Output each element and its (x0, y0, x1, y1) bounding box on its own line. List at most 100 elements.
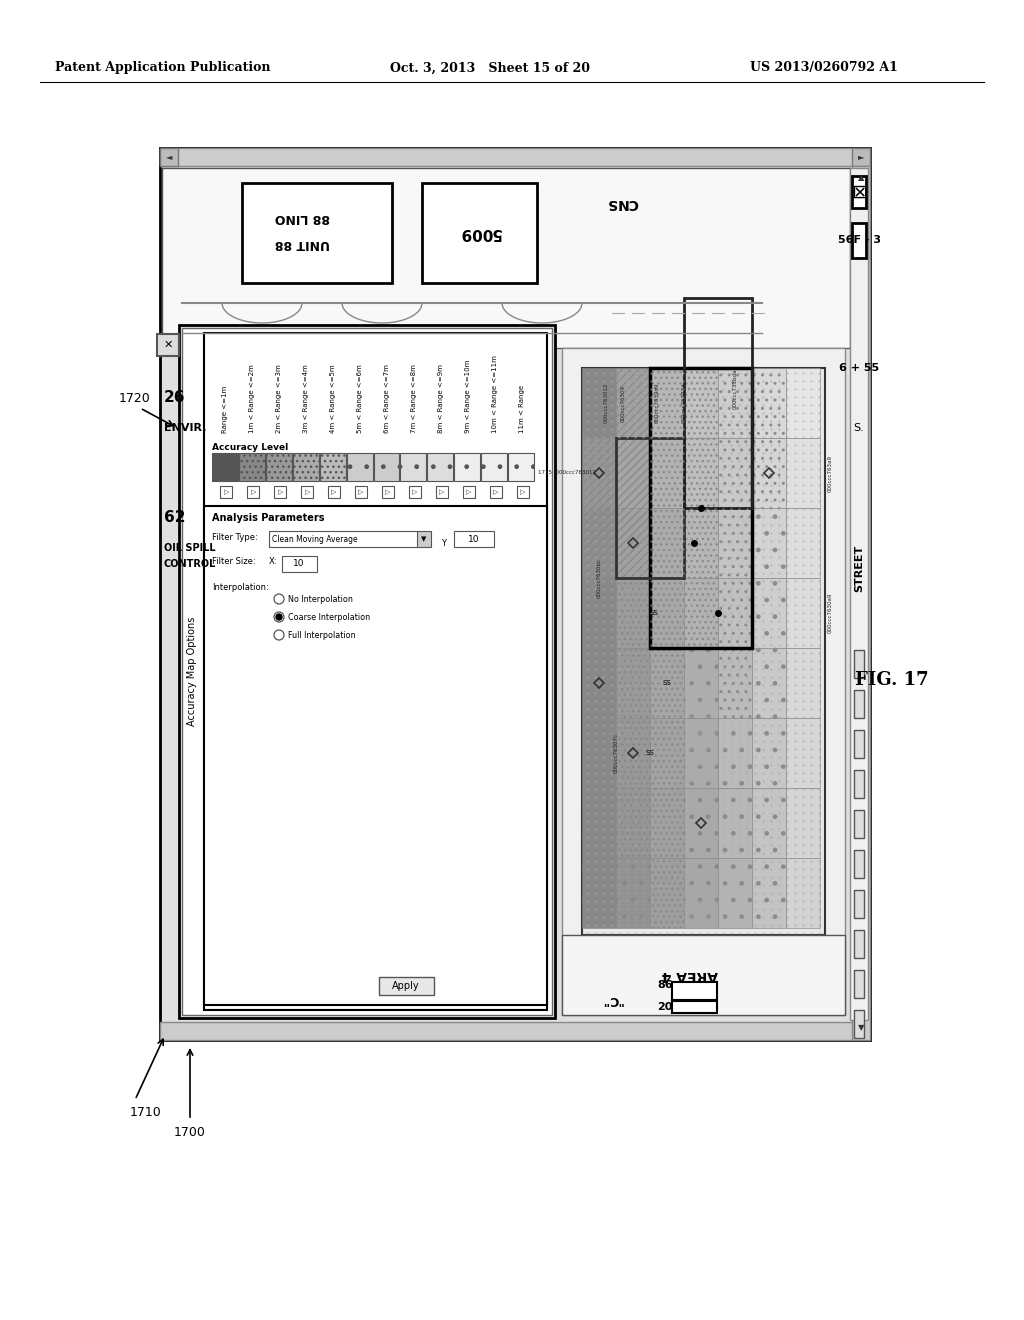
Text: 11m < Range: 11m < Range (518, 385, 524, 433)
Text: 10m < Range <=11m: 10m < Range <=11m (492, 355, 498, 433)
Bar (672, 1001, 717, 1012)
Text: ▷: ▷ (466, 488, 471, 495)
Text: FIG. 17: FIG. 17 (855, 671, 929, 689)
Bar (786, 438, 820, 508)
Bar (582, 858, 616, 928)
Text: 20: 20 (657, 1002, 673, 1012)
Bar (752, 718, 786, 788)
Bar (582, 368, 616, 438)
Text: Accuracy Map Options: Accuracy Map Options (187, 616, 197, 726)
Bar (684, 298, 752, 508)
Text: ►: ► (858, 153, 864, 161)
Bar (582, 438, 616, 508)
Bar (852, 148, 870, 166)
Bar (854, 730, 864, 758)
Text: SS: SS (645, 750, 654, 756)
Bar (582, 648, 616, 718)
Bar (269, 531, 419, 546)
Bar (319, 453, 345, 480)
Text: ▷: ▷ (439, 488, 444, 495)
Bar (616, 648, 650, 718)
Text: 3m < Range <=4m: 3m < Range <=4m (303, 364, 309, 433)
Bar (242, 183, 392, 282)
Text: X:: X: (269, 557, 278, 566)
Text: Clean Moving Average: Clean Moving Average (272, 535, 357, 544)
Bar (752, 788, 786, 858)
Text: 000ccc763012: 000ccc763012 (603, 383, 608, 424)
Text: 5m < Range <=6m: 5m < Range <=6m (357, 364, 364, 433)
Text: ▷: ▷ (413, 488, 418, 495)
Text: 1710: 1710 (130, 1106, 162, 1118)
Text: ▲: ▲ (858, 173, 864, 182)
Text: 1700: 1700 (174, 1126, 206, 1138)
Bar (562, 935, 845, 1015)
Bar (684, 368, 718, 438)
Text: 000ccc7639d9: 000ccc7639d9 (654, 383, 659, 424)
Bar (718, 648, 752, 718)
Text: 000ccc7630bc: 000ccc7630bc (597, 558, 601, 598)
Bar (854, 850, 864, 878)
Text: SS: SS (649, 610, 657, 616)
Bar (650, 368, 684, 438)
Text: OIL SPILL: OIL SPILL (164, 543, 216, 553)
Text: 88 LINO: 88 LINO (274, 211, 330, 224)
Bar (684, 718, 718, 788)
Bar (684, 858, 718, 928)
Text: ▷: ▷ (224, 488, 229, 495)
Text: CNS: CNS (606, 195, 638, 210)
Text: 5009: 5009 (459, 226, 502, 240)
Text: ◄: ◄ (166, 153, 172, 161)
Text: UNIT 88: UNIT 88 (274, 236, 330, 249)
Text: CONTROL: CONTROL (164, 558, 216, 569)
Bar (582, 368, 825, 935)
Bar (752, 368, 786, 438)
Bar (481, 453, 507, 480)
Bar (718, 508, 752, 578)
Text: Filter Size:: Filter Size: (212, 557, 256, 566)
Text: STREET: STREET (854, 544, 864, 591)
Bar (562, 348, 845, 1015)
Bar (616, 438, 650, 508)
Text: Accuracy Level: Accuracy Level (212, 444, 288, 453)
Text: Coarse Interpolation: Coarse Interpolation (288, 612, 370, 622)
Bar (852, 176, 866, 209)
Text: 7m < Range <=8m: 7m < Range <=8m (411, 364, 417, 433)
Bar (854, 810, 864, 838)
Bar (301, 486, 313, 498)
Bar (379, 977, 434, 995)
Bar (752, 578, 786, 648)
Bar (684, 508, 718, 578)
Text: 1715  000ccc763012: 1715 000ccc763012 (538, 470, 596, 475)
Text: Y: Y (441, 540, 446, 549)
Bar (409, 486, 421, 498)
Text: 000ccc7630a9: 000ccc7630a9 (827, 593, 833, 634)
Text: ⊠: ⊠ (851, 182, 867, 202)
Bar (650, 508, 684, 578)
Bar (182, 327, 552, 1015)
Bar (220, 486, 232, 498)
Bar (454, 531, 494, 546)
Bar (582, 788, 616, 858)
Text: 6m < Range <=7m: 6m < Range <=7m (384, 364, 390, 433)
Bar (786, 508, 820, 578)
Text: Oct. 3, 2013   Sheet 15 of 20: Oct. 3, 2013 Sheet 15 of 20 (390, 62, 590, 74)
Bar (650, 718, 684, 788)
Bar (854, 770, 864, 799)
Text: ▷: ▷ (332, 488, 337, 495)
Bar (852, 166, 870, 1040)
Bar (854, 1010, 864, 1038)
Bar (293, 453, 318, 480)
Bar (718, 368, 752, 438)
Bar (616, 578, 650, 648)
Bar (346, 453, 373, 480)
Text: 000ccc76397d: 000ccc76397d (682, 383, 686, 424)
Bar (162, 168, 850, 348)
Bar (854, 890, 864, 917)
Text: 2m < Range <=3m: 2m < Range <=3m (276, 364, 283, 433)
Bar (786, 648, 820, 718)
Text: 000ccc733bda: 000ccc733bda (732, 368, 737, 409)
Bar (204, 333, 547, 1010)
Text: Full Interpolation: Full Interpolation (288, 631, 355, 639)
Bar (417, 531, 431, 546)
Bar (239, 453, 265, 480)
